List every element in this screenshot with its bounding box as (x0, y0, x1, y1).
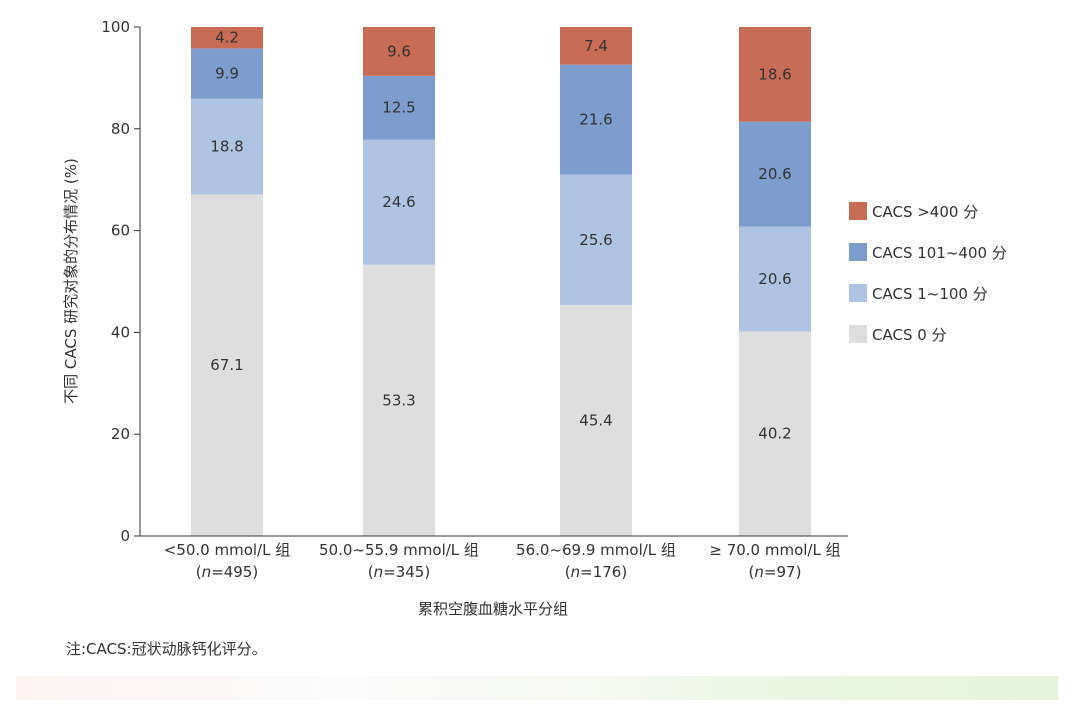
x-tick-label: <50.0 mmol/L 组 (164, 541, 290, 559)
data-label: 9.6 (387, 42, 411, 60)
bar-segment (739, 331, 811, 536)
sample-size-paren-close: ) (252, 563, 258, 581)
x-tick-sample-size: (n=495) (196, 563, 258, 581)
x-axis: <50.0 mmol/L 组(n=495)50.0~55.9 mmol/L 组(… (140, 535, 848, 581)
bar-segment (191, 98, 263, 195)
decorative-footer-strip (16, 676, 1058, 700)
legend-swatch (849, 325, 867, 343)
x-tick-label: 50.0~55.9 mmol/L 组 (319, 541, 479, 559)
y-tick-label: 0 (120, 527, 130, 545)
plot-area: 67.1 18.8 9.9 4.2 53.3 24.6 12.5 9.6 45.4 25.6 21.… (191, 27, 811, 536)
stacked-bar-chart: 67.1 18.8 9.9 4.2 53.3 24.6 12.5 9.6 45.4 25.6 21.… (62, 18, 1007, 618)
legend-swatch (849, 202, 867, 220)
sample-size-n: n (374, 563, 384, 581)
sample-size-n: n (754, 563, 764, 581)
bar-segment (191, 27, 263, 49)
bar-segment (560, 304, 632, 536)
sample-size-value: =176 (580, 563, 621, 581)
bar-segment (739, 121, 811, 227)
sample-size-paren-open: ( (368, 563, 374, 581)
x-axis-title: 累积空腹血糖水平分组 (418, 600, 568, 618)
y-tick-label: 40 (111, 323, 130, 341)
sample-size-paren-close: ) (621, 563, 627, 581)
data-label: 9.9 (215, 65, 239, 83)
bar-segment (363, 27, 435, 76)
y-tick-label: 100 (101, 18, 130, 36)
x-tick-sample-size: (n=97) (749, 563, 802, 581)
y-tick-label: 60 (111, 222, 130, 240)
sample-size-paren-open: ( (749, 563, 755, 581)
bar-segment (191, 194, 263, 536)
legend-label: CACS >400 分 (872, 203, 978, 221)
legend: CACS >400 分 CACS 101~400 分 CACS 1~100 分 CAC… (849, 202, 1007, 344)
bar-segment (560, 64, 632, 175)
x-tick-sample-size: (n=176) (565, 563, 627, 581)
bar-segment (739, 226, 811, 332)
data-label: 12.5 (382, 99, 415, 117)
legend-label: CACS 1~100 分 (872, 285, 988, 303)
data-label: 18.6 (758, 65, 791, 83)
data-label: 4.2 (215, 29, 239, 47)
data-label: 53.3 (382, 391, 415, 409)
sample-size-paren-close: ) (796, 563, 802, 581)
sample-size-value: =97 (764, 563, 796, 581)
bar-segment (363, 139, 435, 265)
legend-swatch (849, 243, 867, 261)
y-axis-title: 不同 CACS 研究对象的分布情况 (%) (62, 158, 80, 404)
bar-segment (739, 27, 811, 122)
sample-size-n: n (571, 563, 581, 581)
sample-size-paren-open: ( (565, 563, 571, 581)
data-label: 25.6 (579, 231, 612, 249)
legend-label: CACS 101~400 分 (872, 244, 1007, 262)
sample-size-value: =495 (211, 563, 252, 581)
sample-size-paren-close: ) (424, 563, 430, 581)
y-axis: 0 20 40 60 80 100 (101, 18, 141, 545)
footnote: 注:CACS:冠状动脉钙化评分。 (66, 640, 267, 658)
data-label: 45.4 (579, 411, 612, 429)
y-tick-label: 20 (111, 425, 130, 443)
data-label: 20.6 (758, 270, 791, 288)
x-tick-label: ≥ 70.0 mmol/L 组 (709, 541, 840, 559)
x-tick-label: 56.0~69.9 mmol/L 组 (516, 541, 676, 559)
x-tick-sample-size: (n=345) (368, 563, 430, 581)
data-label: 67.1 (210, 356, 243, 374)
sample-size-paren-open: ( (196, 563, 202, 581)
bar-segment (191, 48, 263, 99)
legend-swatch (849, 284, 867, 302)
legend-label: CACS 0 分 (872, 326, 947, 344)
bar-segment (560, 27, 632, 65)
data-label: 21.6 (579, 111, 612, 129)
data-label: 24.6 (382, 193, 415, 211)
data-label: 7.4 (584, 37, 608, 55)
bar-segment (560, 174, 632, 305)
bar-segment (363, 75, 435, 140)
sample-size-n: n (202, 563, 212, 581)
data-label: 40.2 (758, 425, 791, 443)
data-label: 18.8 (210, 138, 243, 156)
data-label: 20.6 (758, 165, 791, 183)
bar-segment (363, 264, 435, 536)
y-tick-label: 80 (111, 120, 130, 138)
sample-size-value: =345 (383, 563, 424, 581)
